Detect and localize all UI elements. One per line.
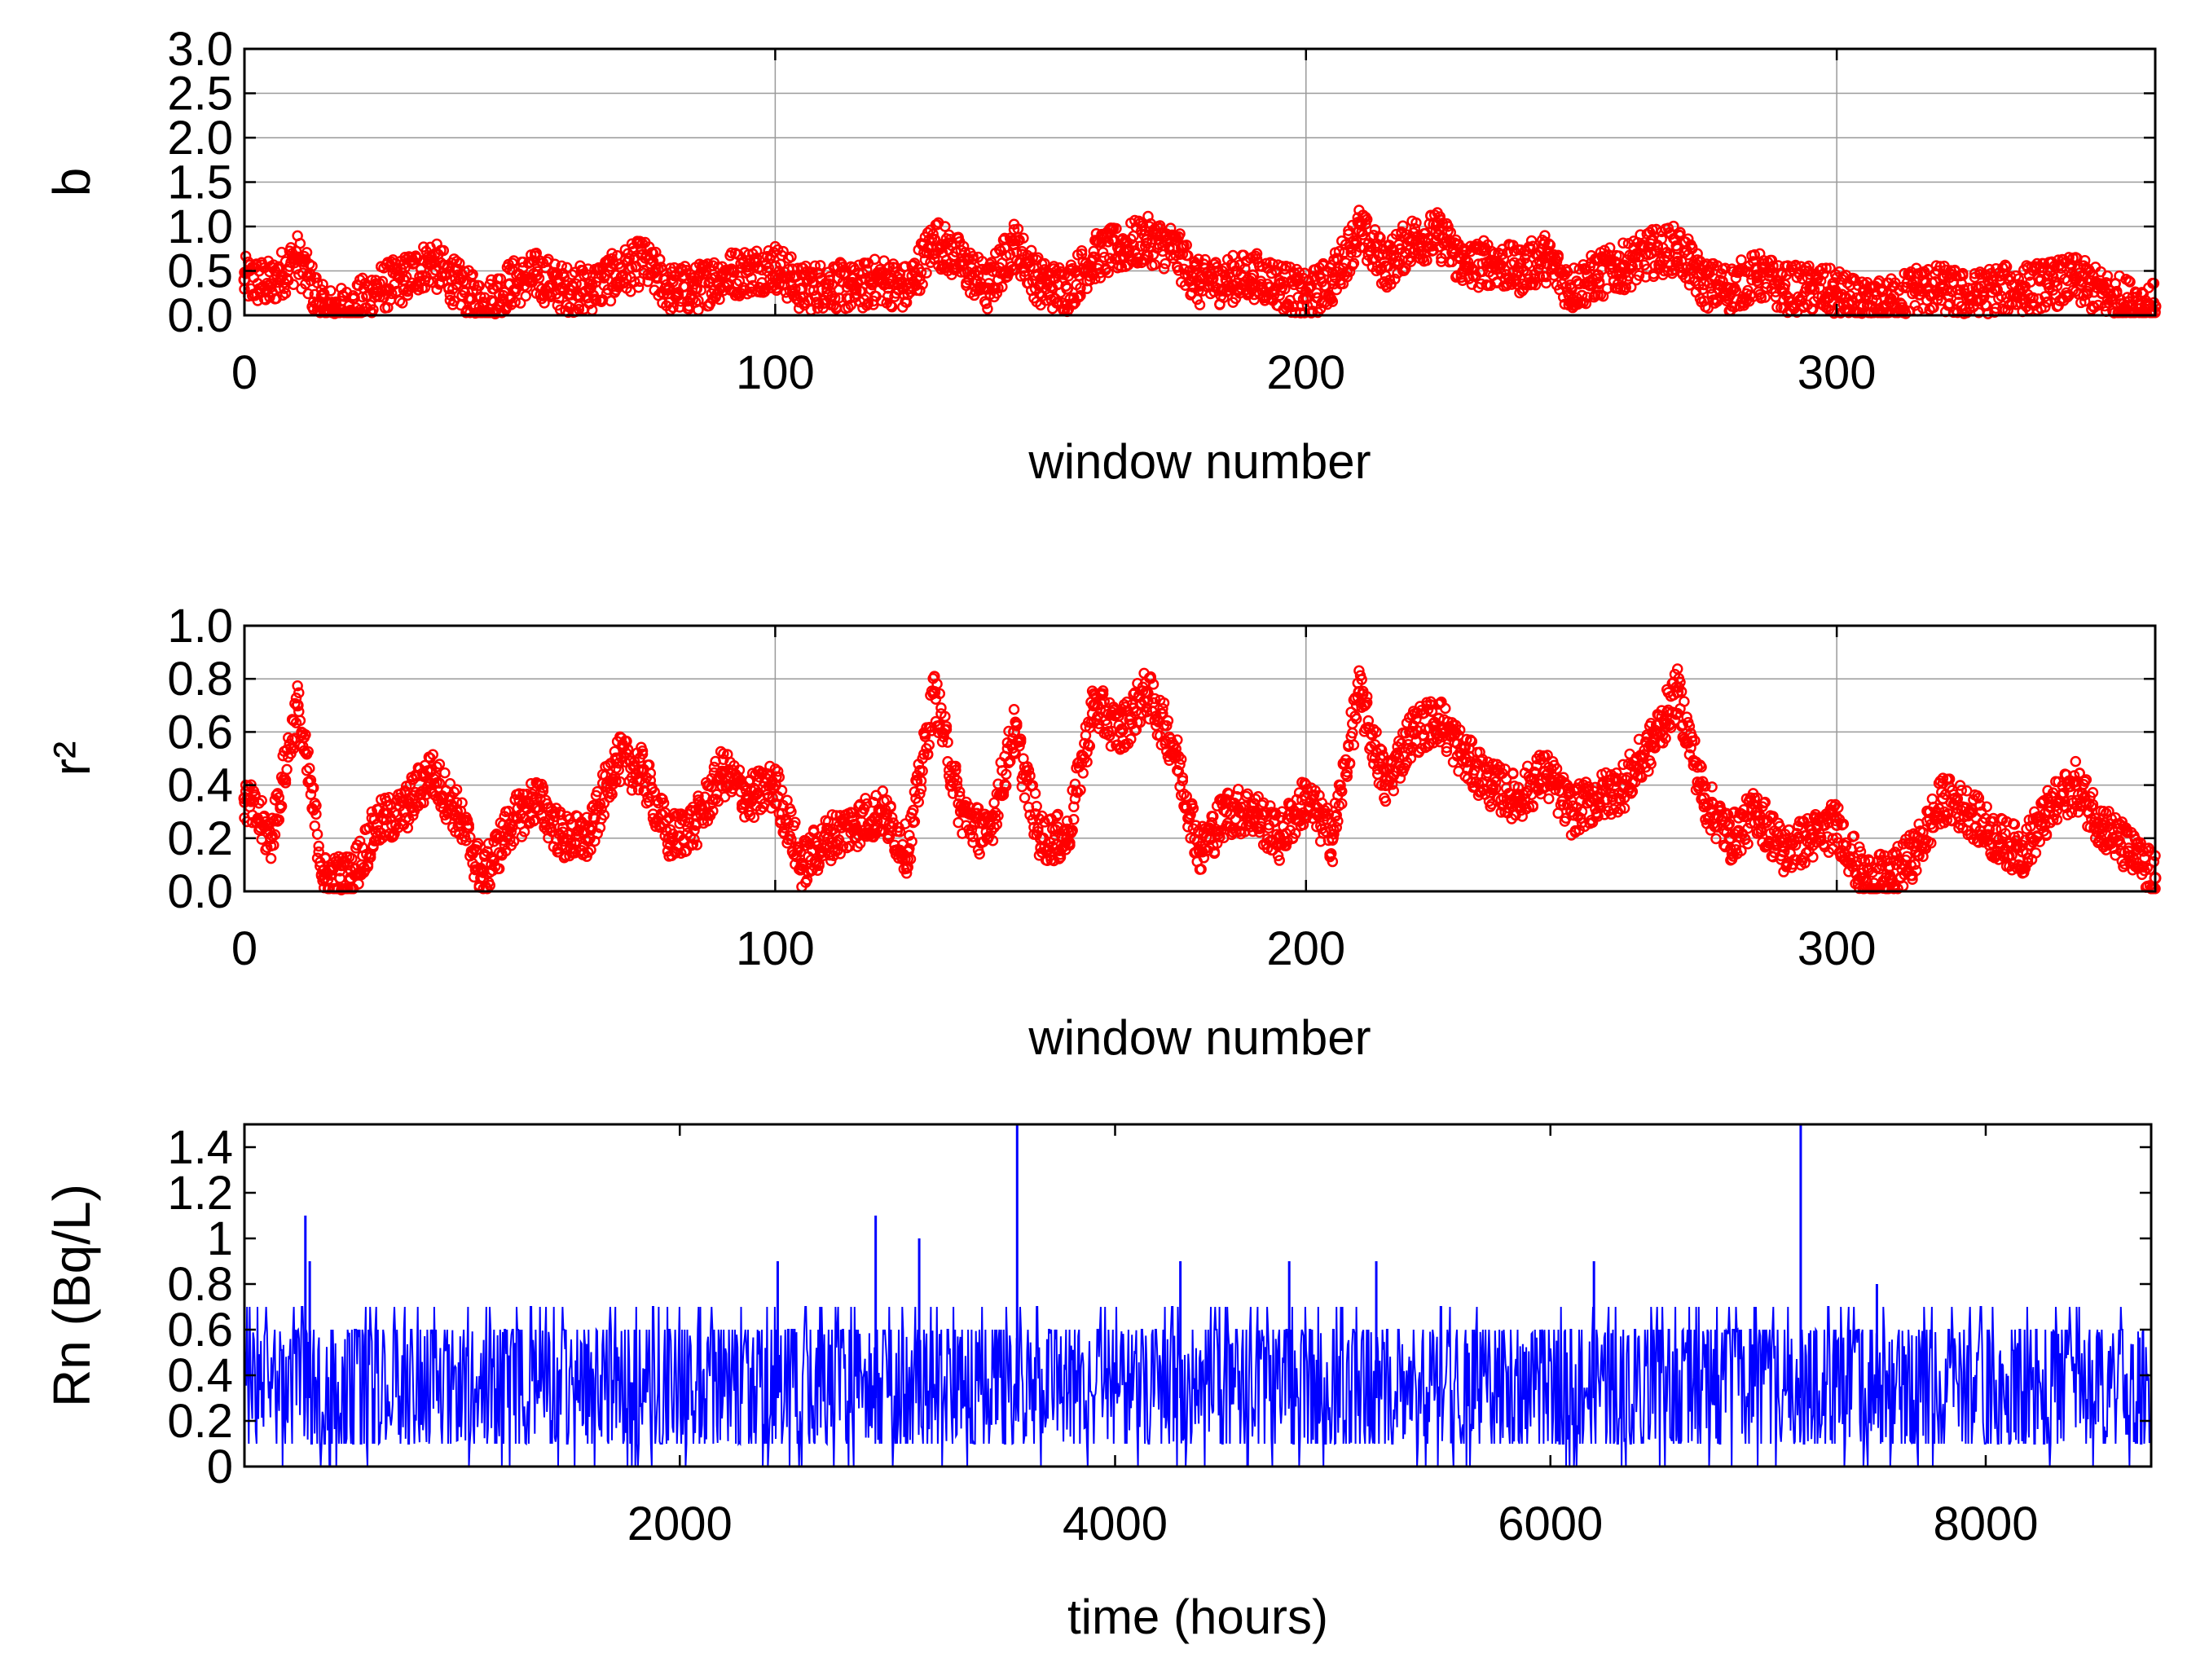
data-point (590, 295, 602, 306)
data-point (675, 296, 687, 307)
data-point (667, 301, 679, 314)
data-point (325, 285, 337, 297)
x-tick-label: 0 (231, 346, 257, 399)
data-point (397, 297, 408, 309)
b-x-axis-label: window number (1027, 434, 1371, 489)
data-point (279, 288, 292, 299)
data-point (495, 273, 507, 285)
data-point (561, 262, 573, 274)
data-point (605, 295, 617, 307)
data-point (514, 297, 526, 309)
data-point (570, 278, 582, 290)
data-point (310, 271, 322, 284)
data-point (561, 299, 573, 311)
data-point (438, 244, 450, 257)
data-point (509, 296, 521, 308)
data-point (687, 293, 699, 306)
y-tick-label: 3.0 (167, 23, 233, 76)
data-point (467, 269, 478, 280)
data-point (702, 258, 714, 270)
b-y-axis-label: b (42, 168, 101, 197)
data-point (473, 279, 485, 292)
data-point (526, 274, 539, 286)
data-point (391, 285, 403, 297)
data-point (447, 284, 459, 295)
data-point (288, 279, 300, 291)
x-tick-label: 200 (1266, 346, 1345, 399)
data-point (632, 282, 645, 293)
data-point (606, 248, 618, 259)
data-point (552, 269, 564, 280)
data-point (240, 250, 252, 262)
data-point (294, 238, 306, 249)
data-point (411, 253, 423, 264)
data-point (302, 288, 314, 300)
b-panel: 0.00.51.01.52.02.53.0 0 100 200 300 b windo… (42, 23, 2162, 489)
data-point (454, 257, 465, 269)
data-point (606, 253, 618, 265)
data-point (464, 292, 476, 304)
x-tick-label: 100 (736, 346, 815, 399)
data-point (533, 272, 545, 284)
data-point (400, 270, 412, 283)
data-point (566, 269, 578, 281)
data-point (306, 260, 318, 272)
data-point (273, 261, 285, 273)
data-point (653, 264, 664, 275)
data-point (301, 247, 313, 258)
data-point (517, 256, 529, 268)
data-point (700, 265, 712, 277)
x-tick-label: 300 (1798, 346, 1877, 399)
